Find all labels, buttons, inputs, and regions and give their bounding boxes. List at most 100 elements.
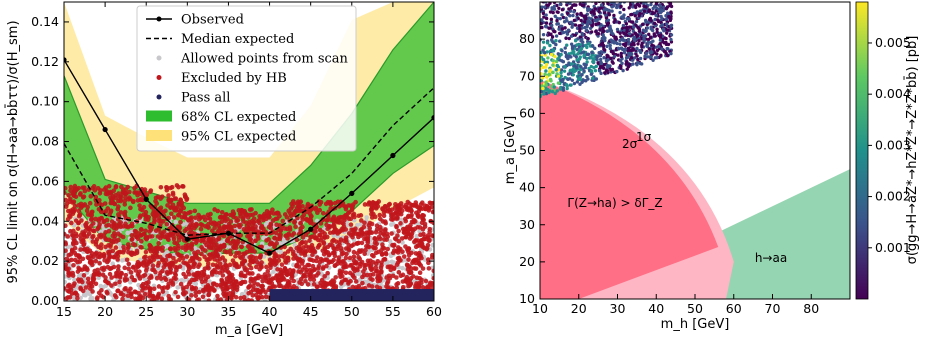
excluded-point bbox=[90, 239, 96, 244]
colored-point bbox=[611, 32, 615, 36]
x-tick-label: 50 bbox=[344, 304, 360, 319]
excluded-point bbox=[291, 201, 297, 206]
excluded-point bbox=[95, 267, 100, 273]
excluded-point bbox=[384, 275, 389, 280]
excluded-point bbox=[80, 288, 86, 294]
excluded-point bbox=[242, 251, 248, 256]
excluded-point bbox=[305, 282, 311, 287]
excluded-point bbox=[282, 212, 288, 217]
excluded-point bbox=[229, 295, 234, 301]
excluded-point bbox=[118, 198, 124, 204]
colored-point bbox=[637, 14, 641, 18]
excluded-point bbox=[417, 270, 423, 276]
excluded-point bbox=[425, 233, 431, 238]
excluded-point bbox=[376, 199, 382, 204]
colored-point bbox=[601, 26, 605, 31]
colored-point bbox=[569, 21, 573, 25]
excluded-point bbox=[101, 265, 107, 271]
excluded-point bbox=[382, 237, 387, 242]
excluded-point bbox=[370, 259, 376, 265]
excluded-point bbox=[390, 242, 395, 248]
excluded-point bbox=[219, 278, 225, 284]
excluded-point bbox=[237, 224, 242, 230]
excluded-point bbox=[291, 284, 297, 289]
excluded-point bbox=[350, 272, 355, 278]
excluded-point bbox=[273, 254, 279, 259]
colored-point bbox=[555, 22, 559, 26]
colored-point bbox=[560, 13, 564, 17]
excluded-point bbox=[101, 219, 106, 225]
colored-point bbox=[545, 75, 549, 79]
excluded-point bbox=[168, 231, 174, 236]
excluded-point bbox=[96, 216, 102, 222]
colored-point bbox=[580, 3, 585, 8]
excluded-point bbox=[178, 202, 184, 208]
excluded-point bbox=[365, 244, 371, 249]
colored-point bbox=[541, 32, 546, 37]
excluded-point bbox=[404, 279, 409, 284]
colored-point bbox=[575, 12, 579, 16]
excluded-point bbox=[115, 206, 121, 212]
excluded-point bbox=[266, 237, 271, 242]
excluded-point bbox=[298, 199, 304, 205]
excluded-point bbox=[405, 247, 411, 252]
excluded-point bbox=[150, 263, 156, 269]
colored-point bbox=[583, 65, 588, 70]
excluded-point bbox=[332, 250, 337, 256]
excluded-point bbox=[210, 254, 215, 260]
excluded-point bbox=[227, 262, 233, 268]
excluded-point bbox=[361, 224, 367, 230]
band-68-edge bbox=[64, 145, 434, 256]
colored-point bbox=[575, 80, 580, 84]
excluded-point bbox=[266, 213, 272, 219]
excluded-point bbox=[230, 258, 236, 263]
excluded-point bbox=[182, 228, 188, 234]
excluded-point bbox=[310, 252, 315, 258]
y-tick-label: 80 bbox=[519, 31, 535, 46]
excluded-point bbox=[301, 212, 307, 218]
colored-point bbox=[649, 2, 653, 7]
excluded-point bbox=[250, 255, 256, 260]
observed-point bbox=[349, 190, 355, 196]
colored-point bbox=[544, 69, 548, 73]
colored-point bbox=[633, 31, 637, 35]
excluded-point bbox=[263, 294, 269, 300]
colored-point bbox=[636, 57, 640, 62]
excluded-point bbox=[379, 251, 385, 257]
colored-point bbox=[556, 81, 561, 85]
colored-point bbox=[589, 64, 594, 69]
colored-point bbox=[594, 22, 598, 27]
y-tick-label: 0.10 bbox=[31, 94, 59, 109]
colored-point bbox=[573, 23, 578, 27]
colored-point bbox=[574, 3, 578, 7]
excluded-point bbox=[193, 215, 198, 221]
excluded-point bbox=[95, 254, 100, 259]
excluded-point bbox=[220, 273, 226, 278]
excluded-point bbox=[108, 190, 114, 196]
excluded-point bbox=[336, 215, 342, 220]
left-xlabel: m_a [GeV] bbox=[215, 323, 283, 338]
excluded-point bbox=[186, 210, 192, 216]
excluded-point bbox=[413, 210, 419, 216]
excluded-point bbox=[409, 250, 414, 256]
colored-point bbox=[642, 9, 647, 13]
excluded-point bbox=[207, 216, 213, 221]
colored-point bbox=[571, 73, 575, 77]
colored-point bbox=[573, 0, 576, 1]
excluded-point bbox=[193, 223, 199, 229]
excluded-point bbox=[248, 258, 253, 264]
excluded-point bbox=[348, 278, 353, 284]
colored-point bbox=[593, 18, 597, 23]
colored-point bbox=[567, 7, 571, 11]
excluded-point bbox=[129, 252, 135, 258]
colored-point bbox=[643, 34, 648, 38]
excluded-point bbox=[406, 231, 411, 237]
colored-point bbox=[554, 59, 559, 64]
colorbar-tick-label: 0.005 bbox=[875, 35, 911, 50]
excluded-point bbox=[333, 275, 338, 280]
excluded-point bbox=[197, 262, 202, 267]
excluded-point bbox=[148, 189, 153, 195]
x-tick-label: 30 bbox=[179, 304, 195, 319]
excluded-point bbox=[318, 221, 324, 226]
excluded-point bbox=[199, 279, 205, 285]
